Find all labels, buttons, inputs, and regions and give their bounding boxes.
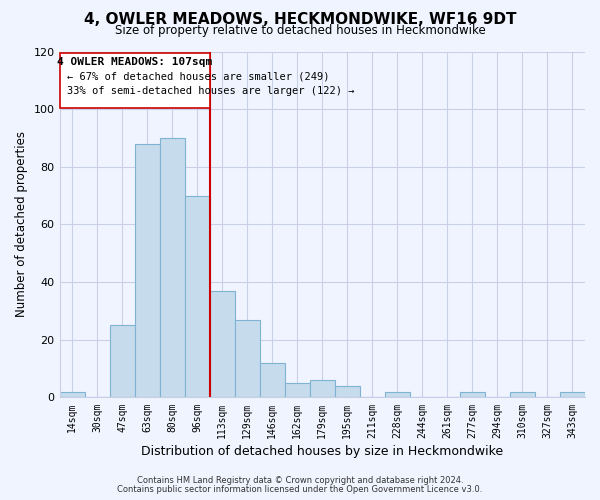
Text: ← 67% of detached houses are smaller (249): ← 67% of detached houses are smaller (24…	[67, 72, 329, 82]
Text: 33% of semi-detached houses are larger (122) →: 33% of semi-detached houses are larger (…	[67, 86, 355, 96]
Text: Contains public sector information licensed under the Open Government Licence v3: Contains public sector information licen…	[118, 484, 482, 494]
Bar	[460, 392, 485, 398]
Text: Size of property relative to detached houses in Heckmondwike: Size of property relative to detached ho…	[115, 24, 485, 37]
Text: 4, OWLER MEADOWS, HECKMONDWIKE, WF16 9DT: 4, OWLER MEADOWS, HECKMONDWIKE, WF16 9DT	[84, 12, 516, 28]
Bar	[160, 138, 185, 398]
Bar	[134, 144, 160, 398]
FancyBboxPatch shape	[59, 53, 209, 108]
Bar	[209, 291, 235, 398]
Bar	[59, 392, 85, 398]
Bar	[310, 380, 335, 398]
Bar	[335, 386, 360, 398]
Bar	[260, 363, 285, 398]
Text: Contains HM Land Registry data © Crown copyright and database right 2024.: Contains HM Land Registry data © Crown c…	[137, 476, 463, 485]
Bar	[235, 320, 260, 398]
Text: 4 OWLER MEADOWS: 107sqm: 4 OWLER MEADOWS: 107sqm	[57, 58, 212, 68]
Bar	[510, 392, 535, 398]
Bar	[110, 326, 134, 398]
Y-axis label: Number of detached properties: Number of detached properties	[15, 132, 28, 318]
Bar	[185, 196, 209, 398]
Bar	[560, 392, 585, 398]
X-axis label: Distribution of detached houses by size in Heckmondwike: Distribution of detached houses by size …	[141, 444, 503, 458]
Bar	[385, 392, 410, 398]
Bar	[285, 383, 310, 398]
